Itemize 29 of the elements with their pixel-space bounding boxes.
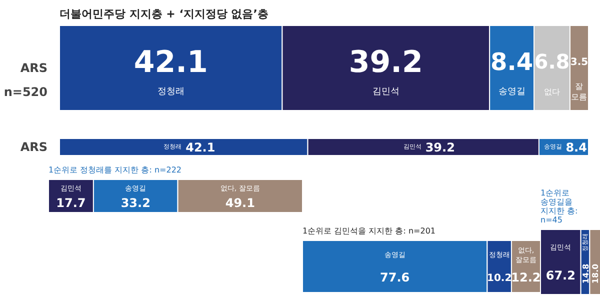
chart-title: 1순위로 송영길을 지지한 층: n=45: [540, 188, 578, 224]
series-label: 잘 모름: [571, 82, 588, 102]
chart-title: 더불어민주당 지지층 + ‘지지정당 없음’층: [60, 8, 268, 20]
data-label: 18.0: [591, 263, 600, 284]
chart-title: 1순위로 정청래를 지지한 층: n=222: [48, 166, 182, 174]
data-label: 33.2: [120, 196, 150, 210]
series-label: 김민석: [372, 86, 400, 97]
data-label: 10.2: [486, 272, 512, 284]
data-label: 17.7: [56, 196, 86, 210]
data-label: 8.4: [490, 48, 534, 76]
data-label: 39.2: [425, 140, 455, 154]
data-label: 8.4: [566, 140, 587, 154]
data-label: 67.2: [546, 268, 576, 282]
data-label: 6.8: [534, 50, 570, 74]
chart-title: 1순위로 김민석을 지지한 층: n=201: [302, 226, 436, 236]
text: n=520: [4, 84, 48, 99]
data-label: 3.5: [570, 57, 588, 68]
series-label: 없다: [544, 87, 560, 96]
data-label: 12.2: [511, 270, 541, 284]
y-tick-label: ARS: [20, 140, 48, 154]
data-label: 42.1: [134, 45, 208, 80]
y-tick-label: ARS: [20, 61, 48, 75]
series-label: 송영길: [498, 86, 526, 97]
series-label: 정청래: [157, 86, 184, 97]
data-label: 77.6: [380, 270, 410, 284]
data-label: 49.1: [225, 196, 255, 210]
data-label: 14.8: [581, 263, 590, 284]
data-label: 39.2: [348, 45, 423, 80]
data-label: 42.1: [186, 140, 216, 154]
